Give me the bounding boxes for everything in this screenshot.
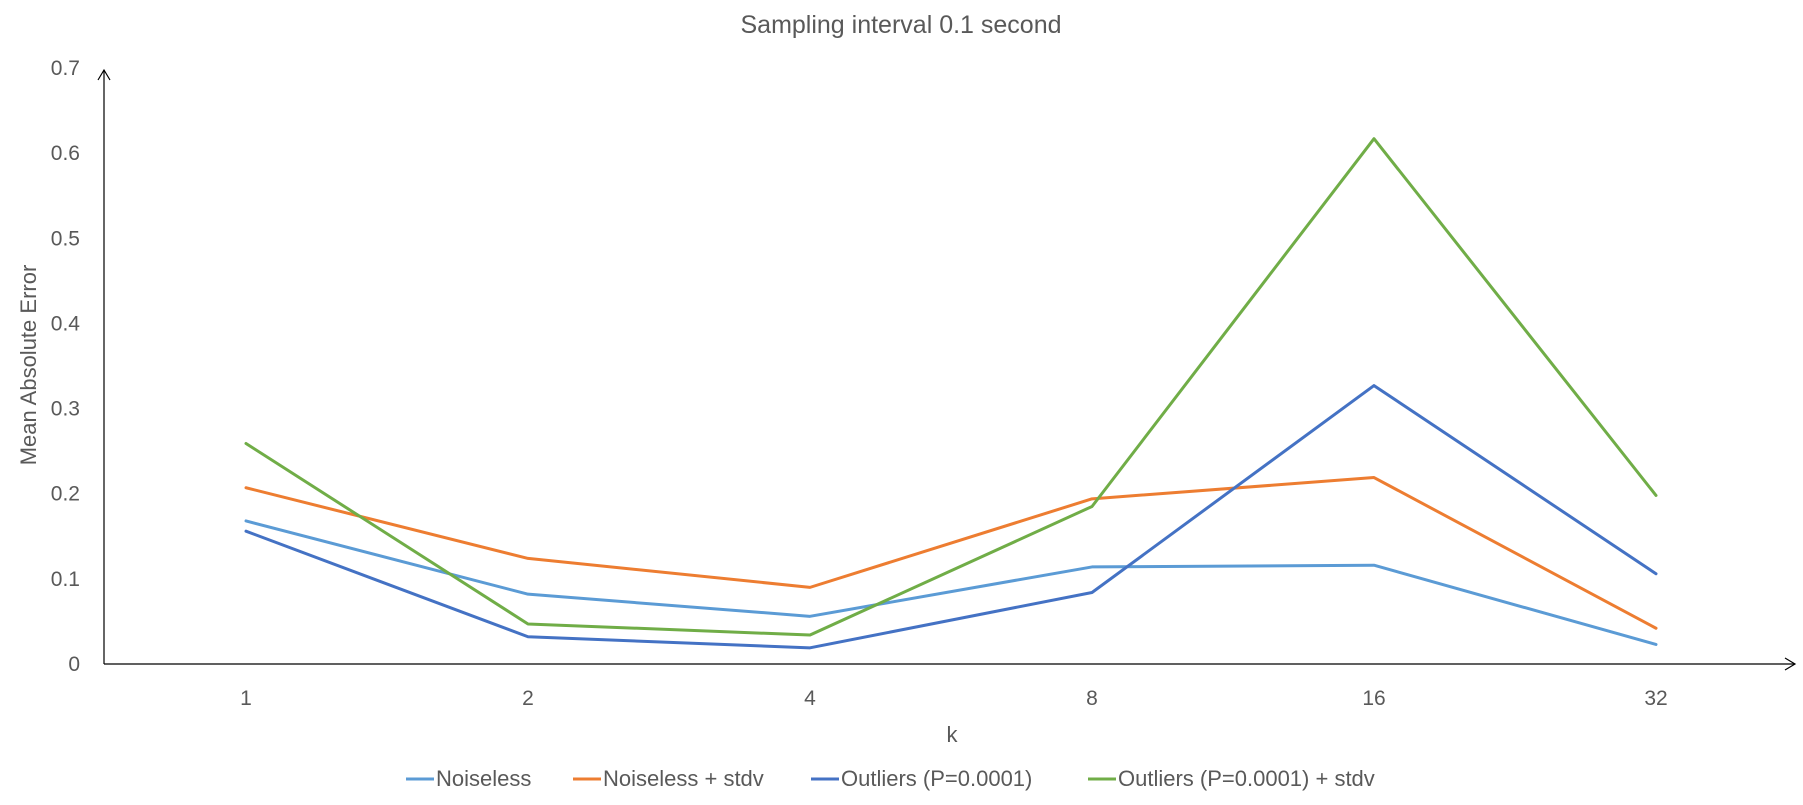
x-axis-title: k [947, 722, 959, 747]
series-line-3 [244, 384, 1658, 650]
y-tick-label: 0.7 [51, 57, 80, 80]
x-tick-label: 1 [240, 687, 252, 710]
series-line-4 [244, 137, 1658, 637]
legend-label: Outliers (P=0.0001) [841, 766, 1032, 791]
legend: Noiseless Noiseless + stdv Outliers (P=0.0… [406, 766, 1375, 791]
series-line-2 [244, 476, 1658, 630]
y-tick-label: 0.2 [51, 483, 80, 506]
y-tick-label: 0.1 [51, 568, 80, 591]
series-line-1 [244, 519, 1658, 646]
y-tick-label: 0.5 [51, 227, 80, 250]
legend-label: Noiseless + stdv [603, 766, 764, 791]
y-tick-label: 0.4 [51, 312, 81, 335]
y-tick-label: 0 [68, 653, 80, 676]
x-tick-label: 4 [804, 687, 816, 710]
x-axis-ticks: 1 2 4 8 16 32 [240, 687, 1668, 710]
chart-title: Sampling interval 0.1 second [740, 11, 1061, 39]
y-axis-title: Mean Absolute Error [16, 265, 41, 466]
x-axis-arrow [1784, 657, 1797, 671]
y-axis-arrow [97, 68, 111, 81]
x-tick-label: 32 [1644, 687, 1667, 710]
legend-label: Noiseless [436, 766, 531, 791]
x-tick-label: 16 [1362, 687, 1385, 710]
x-tick-label: 2 [522, 687, 534, 710]
x-tick-label: 8 [1086, 687, 1098, 710]
legend-label: Outliers (P=0.0001) + stdv [1118, 766, 1375, 791]
y-tick-label: 0.6 [51, 142, 80, 165]
y-tick-label: 0.3 [51, 398, 80, 421]
series-lines [244, 137, 1658, 650]
y-axis-ticks: 0 0.1 0.2 0.3 0.4 0.5 0.6 0.7 [51, 57, 81, 676]
